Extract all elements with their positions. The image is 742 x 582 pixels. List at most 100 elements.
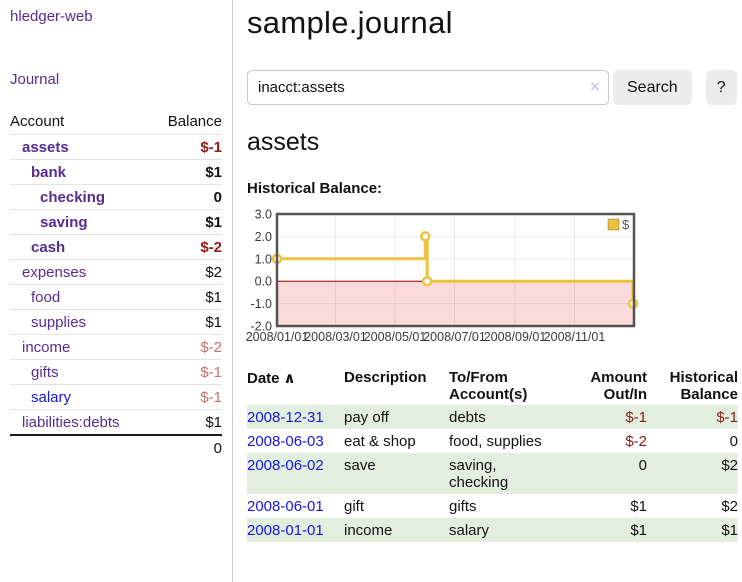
column-header-accounts: To/From Account(s) xyxy=(449,369,528,403)
transaction-date: 2008-06-02 xyxy=(247,453,344,494)
svg-text:0.0: 0.0 xyxy=(255,275,272,289)
transaction-accounts: debts xyxy=(449,409,486,426)
account-row: gifts $-1 xyxy=(10,359,222,385)
account-balance: 0 xyxy=(151,184,222,210)
transaction-balance: 0 xyxy=(729,433,738,450)
transaction-date-link[interactable]: 2008-06-01 xyxy=(247,498,324,515)
sidebar-account-link-food[interactable]: food xyxy=(31,288,61,306)
transaction-date: 2008-06-03 xyxy=(247,429,344,453)
accounts-header-balance: Balance xyxy=(167,113,222,130)
search-button[interactable]: Search xyxy=(613,70,692,105)
account-row: assets $-1 xyxy=(10,134,222,160)
account-balance: $1 xyxy=(151,409,222,435)
sidebar-account-link-gifts[interactable]: gifts xyxy=(31,363,59,381)
transaction-date: 2008-12-31 xyxy=(247,405,344,429)
transaction-row: 2008-06-02 save saving, checking 0 $2 xyxy=(247,453,738,494)
sidebar-account-link-supplies[interactable]: supplies xyxy=(31,313,87,331)
transaction-date-link[interactable]: 2008-12-31 xyxy=(247,409,324,426)
column-header-amount: Amount Out/In xyxy=(590,369,647,403)
account-balance: $-1 xyxy=(151,359,222,385)
main-content: sample.journal × Search ? assets Histori… xyxy=(246,0,738,542)
transaction-description: gift xyxy=(344,498,365,515)
transaction-accounts: saving, checking xyxy=(449,457,509,491)
transaction-amount: $-1 xyxy=(625,409,647,426)
transaction-balance: $2 xyxy=(721,457,738,474)
transaction-balance: $1 xyxy=(721,522,738,539)
sidebar-account-link-saving[interactable]: saving xyxy=(40,213,88,231)
account-row: income $-2 xyxy=(10,334,222,360)
account-row: checking 0 xyxy=(10,184,222,210)
svg-text:2008/11/01: 2008/11/01 xyxy=(544,330,606,344)
transaction-balance: $-1 xyxy=(716,409,738,426)
sidebar-account-link-cash[interactable]: cash xyxy=(31,238,66,256)
account-balance: $1 xyxy=(151,284,222,310)
transaction-amount: 0 xyxy=(638,457,647,474)
account-balance: $1 xyxy=(151,309,222,335)
account-balance: $1 xyxy=(151,209,222,235)
transaction-row: 2008-06-03 eat & shop food, supplies $-2 0 xyxy=(247,429,738,453)
accounts-header-row: Account Balance xyxy=(10,109,222,135)
page-title: sample.journal xyxy=(247,5,453,40)
transaction-description: eat & shop xyxy=(344,433,416,450)
accounts-table: Account Balance assets $-1 bank $1 checking 0… xyxy=(10,109,222,460)
sidebar-account-link-liabilities-debts[interactable]: liabilities:debts xyxy=(22,413,120,431)
help-button[interactable]: ? xyxy=(705,70,737,105)
transaction-description: save xyxy=(344,457,376,474)
svg-text:-2.0: -2.0 xyxy=(250,320,272,334)
account-balance: $-2 xyxy=(151,334,222,360)
account-balance: $2 xyxy=(151,259,222,285)
transaction-balance: $2 xyxy=(721,498,738,515)
sidebar-account-link-bank[interactable]: bank xyxy=(31,163,67,181)
app-brand-link[interactable]: hledger-web xyxy=(10,8,93,25)
account-row: expenses $2 xyxy=(10,259,222,285)
transaction-accounts: food, supplies xyxy=(449,433,542,450)
account-row: saving $1 xyxy=(10,209,222,235)
transaction-description: income xyxy=(344,522,393,539)
transaction-date: 2008-06-01 xyxy=(247,494,344,518)
transaction-accounts: gifts xyxy=(449,498,477,515)
svg-text:2008/03/01: 2008/03/01 xyxy=(304,330,367,344)
transaction-row: 2008-12-31 pay off debts $-1 $-1 xyxy=(247,405,738,429)
sidebar-account-link-income[interactable]: income xyxy=(22,338,71,356)
sort-ascending-icon: ∧ xyxy=(283,370,296,387)
account-balance: $-1 xyxy=(151,384,222,410)
account-balance: $1 xyxy=(151,159,222,185)
account-heading: assets xyxy=(247,128,320,156)
account-row: cash $-2 xyxy=(10,234,222,260)
chart-canvas: $3.0 2.0 1.0 0.0 -1.0 -2.02008/01/012008/03/0… xyxy=(246,208,639,344)
accounts-total-value: 0 xyxy=(151,434,222,460)
account-row: liabilities:debts $1 xyxy=(10,409,222,435)
column-header-date[interactable]: Date ∧ xyxy=(247,370,296,387)
svg-text:2.0: 2.0 xyxy=(255,230,272,244)
transaction-date-link[interactable]: 2008-01-01 xyxy=(247,522,324,539)
column-header-balance: Historical Balance xyxy=(669,369,738,403)
account-balance: $-2 xyxy=(151,234,222,260)
transaction-amount: $-2 xyxy=(625,433,647,450)
accounts-total-row: 0 xyxy=(10,434,222,460)
accounts-header-account: Account xyxy=(10,113,65,130)
account-balance: $-1 xyxy=(151,134,222,160)
sidebar-item-journal[interactable]: Journal xyxy=(10,71,60,88)
sidebar-account-link-salary[interactable]: salary xyxy=(31,388,72,406)
clear-search-icon[interactable]: × xyxy=(590,77,600,96)
account-row: salary $-1 xyxy=(10,384,222,410)
transaction-row: 2008-01-01 income salary $1 $1 xyxy=(247,518,738,542)
transaction-row: 2008-06-01 gift gifts $1 $2 xyxy=(247,494,738,518)
transaction-description: pay off xyxy=(344,409,389,426)
register-table: Date ∧ Description To/From Account(s) Amo… xyxy=(247,367,738,542)
register-header-row: Date ∧ Description To/From Account(s) Amo… xyxy=(247,367,738,405)
search-input[interactable] xyxy=(247,70,609,105)
transaction-amount: $1 xyxy=(630,522,647,539)
search-form: × Search ? xyxy=(247,70,738,105)
svg-text:2008/07/01: 2008/07/01 xyxy=(423,330,486,344)
sidebar-account-link-checking[interactable]: checking xyxy=(40,188,106,206)
transaction-date-link[interactable]: 2008-06-02 xyxy=(247,457,324,474)
transaction-date-link[interactable]: 2008-06-03 xyxy=(247,433,324,450)
svg-text:-1.0: -1.0 xyxy=(250,297,272,311)
svg-text:2008/01/01: 2008/01/01 xyxy=(246,330,309,344)
transaction-date: 2008-01-01 xyxy=(247,518,344,542)
transaction-amount: $1 xyxy=(630,498,647,515)
svg-text:2008/05/01: 2008/05/01 xyxy=(364,330,427,344)
sidebar-account-link-expenses[interactable]: expenses xyxy=(22,263,87,281)
sidebar-account-link-assets[interactable]: assets xyxy=(22,138,69,156)
